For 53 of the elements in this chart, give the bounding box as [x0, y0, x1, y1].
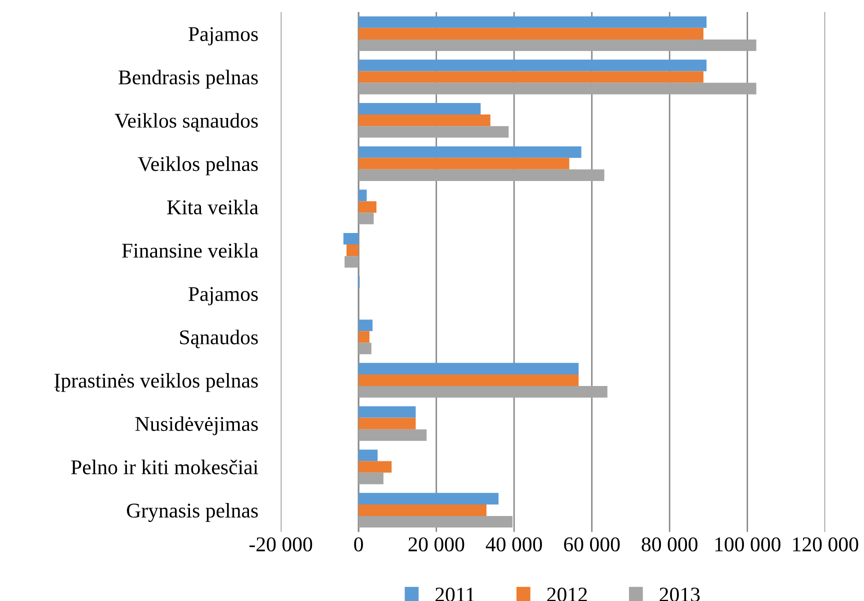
y-tick-label: Pajamos [188, 27, 258, 46]
y-tick-label: Bendrasis pelnas [118, 70, 258, 89]
bar [358, 406, 416, 418]
bar [358, 429, 427, 441]
x-tick-label: 80 000 [642, 537, 698, 552]
bar [358, 60, 707, 72]
bar [358, 158, 570, 170]
y-tick-label: Pelno ir kiti mokesčiai [71, 460, 258, 474]
y-tick-label: Įprastinės veiklos pelnas [54, 373, 258, 392]
x-tick-label: 100 000 [715, 537, 780, 552]
bar [358, 71, 704, 83]
bar [358, 190, 367, 202]
bar [358, 492, 499, 504]
y-tick-label: Pajamos [188, 287, 258, 306]
x-tick-label: 20 000 [408, 537, 464, 552]
x-tick-label: 60 000 [564, 537, 620, 552]
bar [358, 342, 372, 354]
bar [358, 146, 582, 158]
bar [358, 39, 756, 52]
bar [358, 504, 486, 516]
bar [358, 16, 707, 28]
bar [358, 28, 704, 40]
bar [358, 320, 373, 332]
bar [358, 461, 392, 473]
bar [358, 331, 370, 343]
bar [358, 386, 608, 398]
bar [358, 362, 579, 374]
bar [358, 374, 579, 386]
bar [358, 450, 378, 462]
bar [358, 472, 384, 484]
x-tick-label: 0 [354, 537, 363, 552]
bar [358, 169, 604, 181]
bar [358, 418, 416, 430]
x-tick-label: -20 000 [249, 537, 312, 552]
bar [358, 126, 509, 138]
x-tick-label: 120 000 [793, 537, 858, 552]
y-tick-label: Veiklos pelnas [138, 156, 258, 176]
bar [358, 82, 756, 94]
y-tick-label: Kita veikla [167, 200, 258, 214]
bar [358, 201, 376, 213]
bar [358, 114, 490, 126]
y-tick-label: Sąnaudos [180, 330, 258, 348]
bar [346, 244, 359, 256]
bar [358, 102, 481, 115]
bar [344, 256, 359, 268]
x-tick-label: 40 000 [486, 537, 542, 552]
bar [358, 516, 513, 528]
y-tick-label: Grynasis pelnas [126, 502, 258, 522]
y-tick-label: Nusidėvėjimas [135, 416, 258, 436]
y-tick-label: Veiklos sąnaudos [114, 113, 258, 132]
bar [358, 212, 374, 224]
y-tick-label: Finansine veikla [122, 243, 258, 258]
bar [343, 232, 359, 245]
